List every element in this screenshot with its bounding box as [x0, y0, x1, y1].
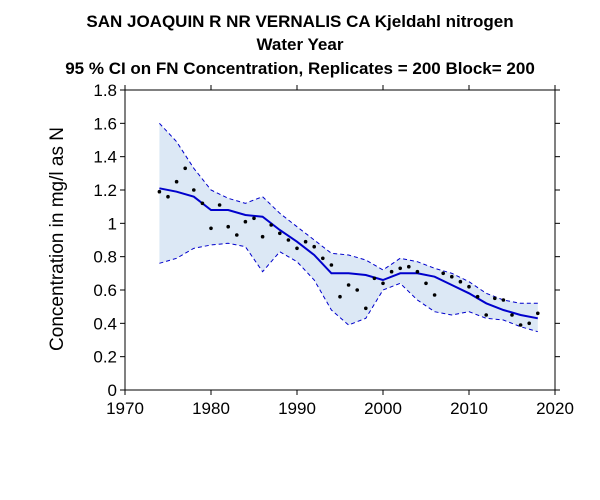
observation-point: [174, 179, 179, 184]
observation-point: [501, 298, 506, 302]
observation-point: [235, 233, 239, 237]
x-tick-label: 2020: [536, 399, 574, 418]
observation-point: [518, 323, 523, 327]
y-tick-label: 1.2: [93, 181, 117, 200]
observation-point: [424, 281, 428, 286]
observation-point: [398, 266, 403, 271]
ci-band-fill: [159, 123, 538, 332]
y-tick-label: 1: [108, 214, 117, 233]
observation-point: [450, 274, 454, 279]
observation-point: [166, 194, 170, 199]
observation-points-layer: [157, 166, 540, 327]
observation-point: [217, 203, 222, 207]
trend-line: [159, 187, 538, 320]
observation-point: [458, 279, 463, 284]
x-tick-label: 1980: [192, 399, 230, 418]
observation-point: [252, 216, 256, 221]
y-tick-label: 1.6: [93, 114, 117, 133]
observation-point: [312, 244, 317, 249]
observation-point: [329, 263, 334, 267]
chart-title-line-3: 95 % CI on FN Concentration, Replicates …: [65, 59, 535, 78]
observation-point: [226, 224, 230, 229]
observation-point: [192, 188, 196, 192]
observation-point: [536, 311, 540, 316]
axes-layer: 1970 1980 1990 2000 2010 2020 0 0.2 0.4 0.6 0.8 1 1.…: [93, 81, 574, 418]
y-axis-label: Concentration in mg/l as N: [47, 127, 68, 351]
observation-point: [510, 313, 514, 317]
observation-point: [493, 296, 497, 301]
observation-point: [338, 294, 342, 299]
observation-point: [278, 231, 282, 236]
observation-point: [303, 239, 308, 244]
y-tick-label: 0: [108, 381, 117, 400]
ci-band-layer: [159, 122, 538, 333]
observation-point: [286, 238, 291, 242]
observation-point: [346, 283, 351, 287]
observation-point: [260, 234, 265, 239]
x-tick-label: 1970: [106, 399, 144, 418]
ci-lower-line: [159, 242, 538, 333]
y-tick-label: 0.4: [93, 314, 117, 333]
observation-point: [321, 256, 325, 261]
x-tick-label: 1990: [278, 399, 316, 418]
y-tick-label: 0.2: [93, 348, 117, 367]
observation-point: [364, 306, 368, 311]
y-tick-label: 0.6: [93, 281, 117, 300]
x-tick-label: 2010: [450, 399, 488, 418]
observation-point: [441, 271, 446, 276]
observation-point: [243, 219, 248, 224]
observation-point: [415, 269, 420, 274]
x-tick-label: 2000: [364, 399, 402, 418]
observation-point: [407, 264, 411, 269]
observation-point: [475, 294, 480, 299]
plot-frame: [124, 89, 556, 391]
observation-point: [372, 276, 377, 281]
chart-title-line-2: Water Year: [256, 35, 344, 54]
observation-point: [484, 313, 489, 317]
chart-title-line-1: SAN JOAQUIN R NR VERNALIS CA Kjeldahl ni…: [86, 12, 514, 31]
observation-point: [200, 201, 205, 206]
observation-point: [157, 189, 162, 194]
observation-point: [389, 269, 394, 274]
observation-point: [355, 288, 360, 292]
y-tick-label: 1.4: [93, 148, 117, 167]
y-tick-label: 0.8: [93, 248, 117, 267]
observation-point: [295, 246, 299, 251]
observation-point: [209, 226, 213, 231]
observation-point: [269, 223, 274, 227]
y-tick-label: 1.8: [93, 81, 117, 100]
observation-point: [432, 293, 437, 297]
ci-upper-line: [159, 122, 538, 304]
observation-point: [183, 166, 187, 171]
trend-layer: [159, 187, 538, 320]
observation-point: [527, 321, 531, 326]
observation-point: [467, 284, 471, 289]
observation-point: [381, 281, 385, 286]
